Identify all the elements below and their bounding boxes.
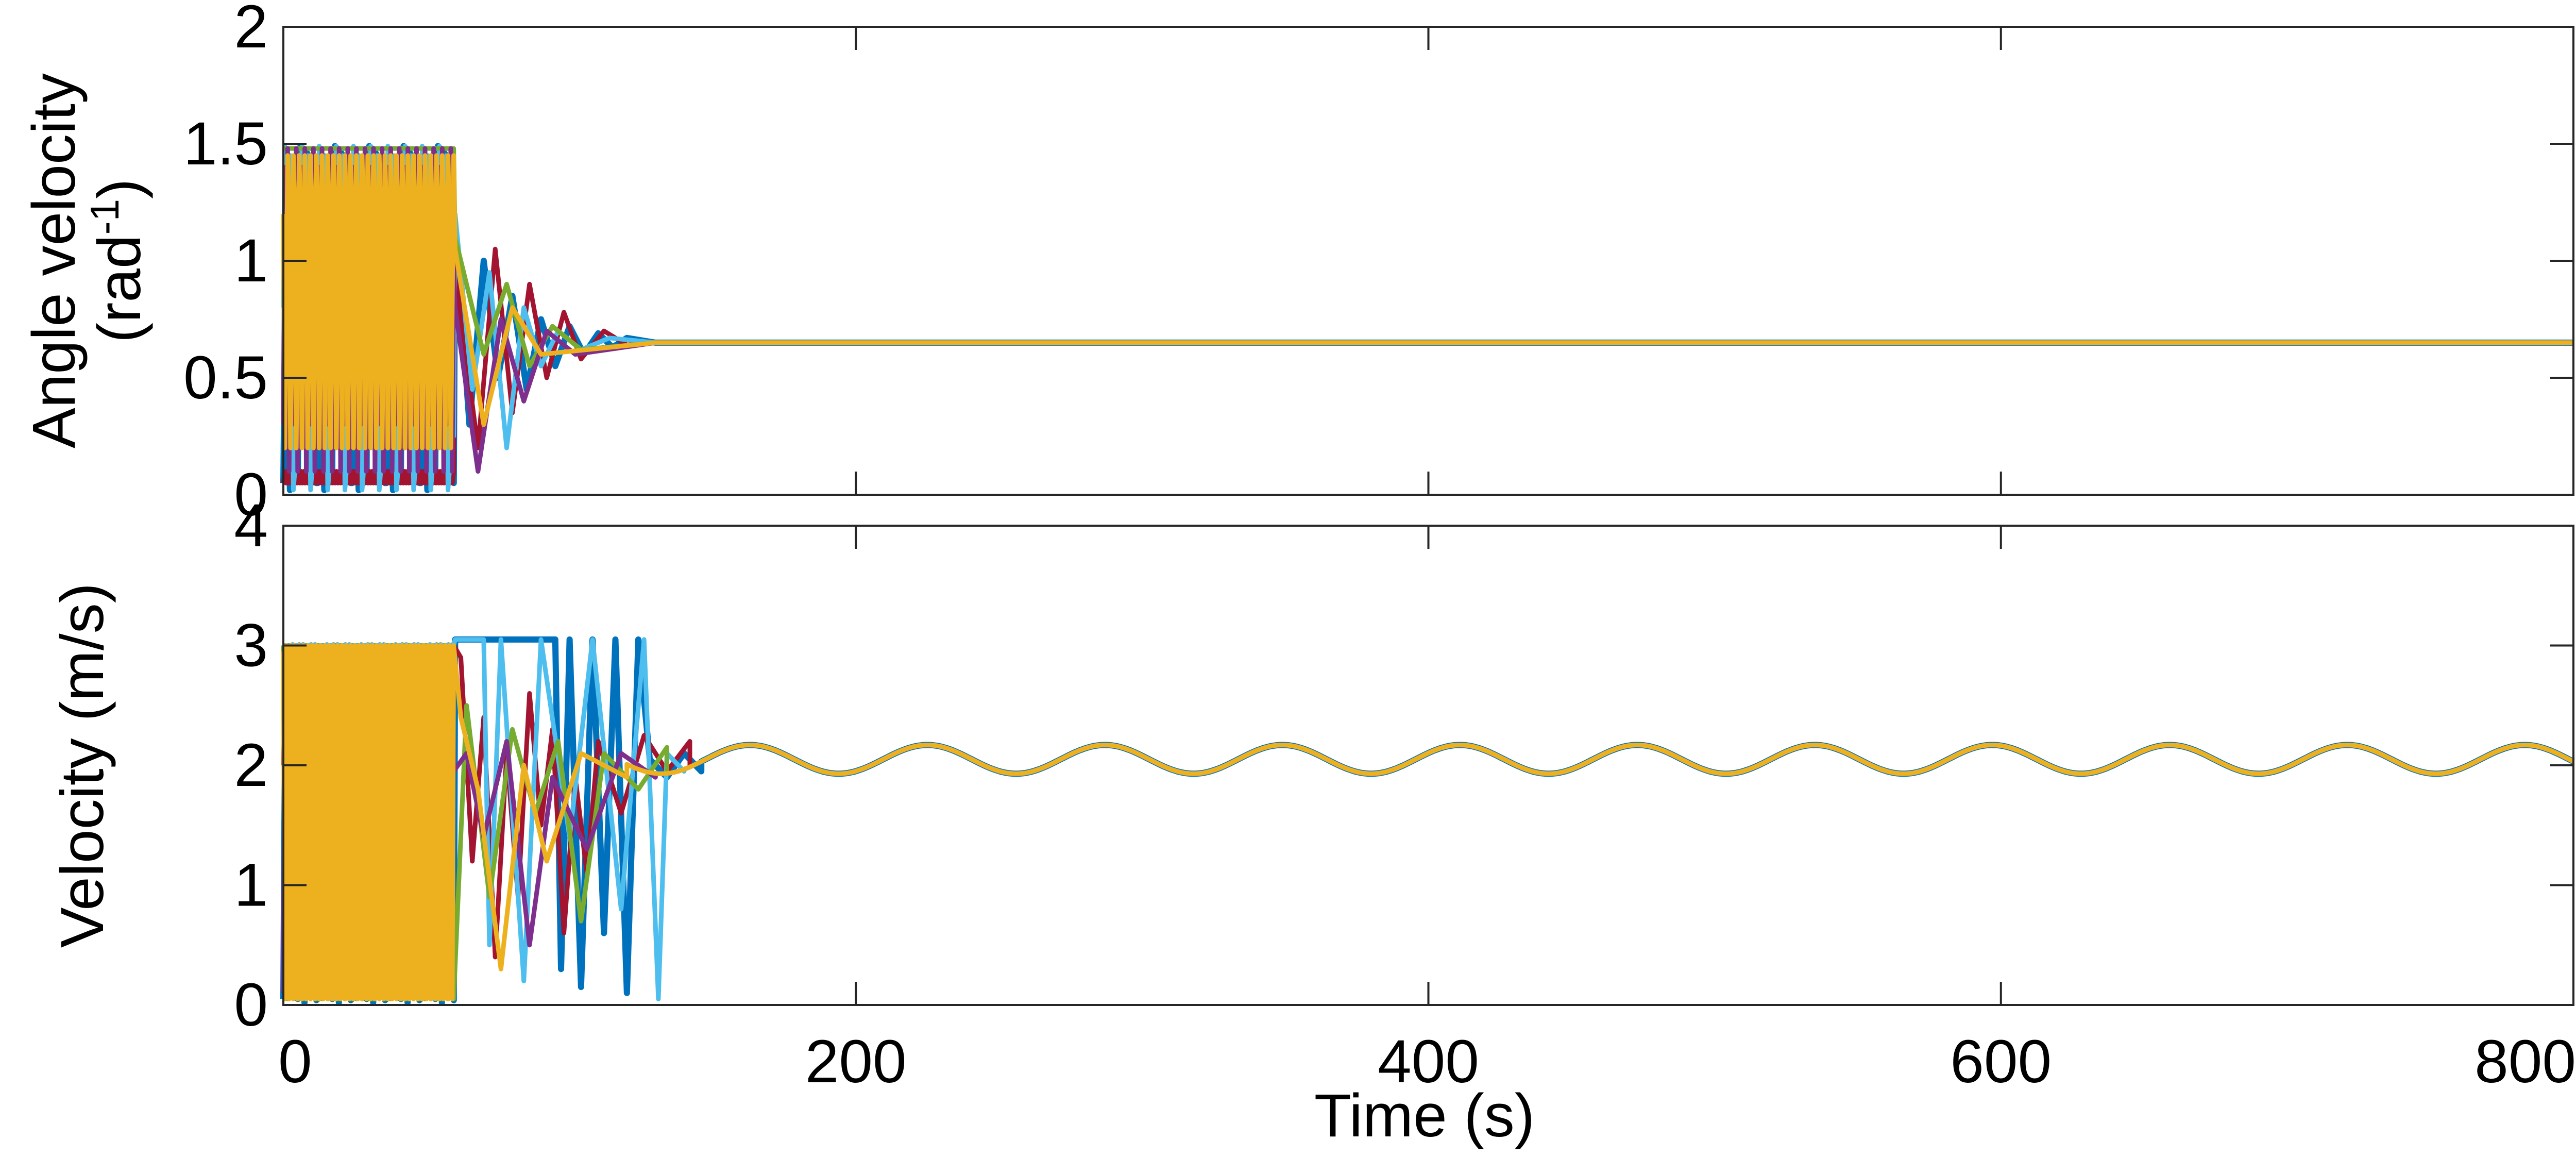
velocity-ytick-labels: 0 1 2 3 4 [234, 492, 268, 1039]
velocity-xtick-labels: 0 200 400 600 800 [278, 1028, 2576, 1096]
x-tick-label: 600 [1950, 1028, 2052, 1096]
y-axis-label-line1: Angle velocity [20, 73, 88, 448]
y-tick-label: 3 [234, 612, 268, 680]
y-axis-label-unit-base: (rad [86, 234, 154, 343]
y-tick-label: 1.5 [183, 110, 268, 178]
y-axis-label-line2: (rad-1) [82, 179, 154, 343]
angle-velocity-ticks [282, 26, 2574, 496]
velocity-ticks [282, 525, 2574, 1006]
x-tick-label: 200 [805, 1028, 907, 1096]
y-tick-label: 0 [234, 971, 268, 1039]
x-tick-label: 400 [1378, 1028, 1479, 1096]
x-axis-label: Time (s) [1314, 1082, 1535, 1150]
y-tick-label: 2 [234, 731, 268, 799]
y-tick-label: 0.5 [183, 344, 268, 412]
x-tick-label: 0 [278, 1028, 312, 1096]
y-axis-label-unit-superscript: -1 [82, 199, 127, 234]
y-tick-label: 4 [234, 492, 268, 560]
x-tick-label: 800 [2475, 1028, 2576, 1096]
plot-area-background [283, 27, 2573, 495]
angle-velocity-panel: 0 0.5 1 1.5 2 Angle velocity (rad-1) [20, 0, 2574, 529]
y-axis-label-unit-close: ) [86, 179, 154, 199]
y-tick-label: 0 [234, 461, 268, 529]
angle-velocity-ytick-labels: 0 0.5 1 1.5 2 [183, 0, 268, 529]
series-line [281, 643, 2575, 1001]
angle-velocity-series-group [280, 143, 2573, 493]
velocity-panel: 0 1 2 3 4 0 200 400 600 800 Velocity (m/s) Time … [48, 492, 2576, 1150]
velocity-series-group [280, 636, 2575, 1006]
y-axis-label: Velocity (m/s) [48, 583, 116, 948]
y-tick-label: 1 [234, 227, 268, 295]
y-tick-label: 2 [234, 0, 268, 61]
y-tick-label: 1 [234, 851, 268, 919]
series-line [281, 153, 2573, 450]
